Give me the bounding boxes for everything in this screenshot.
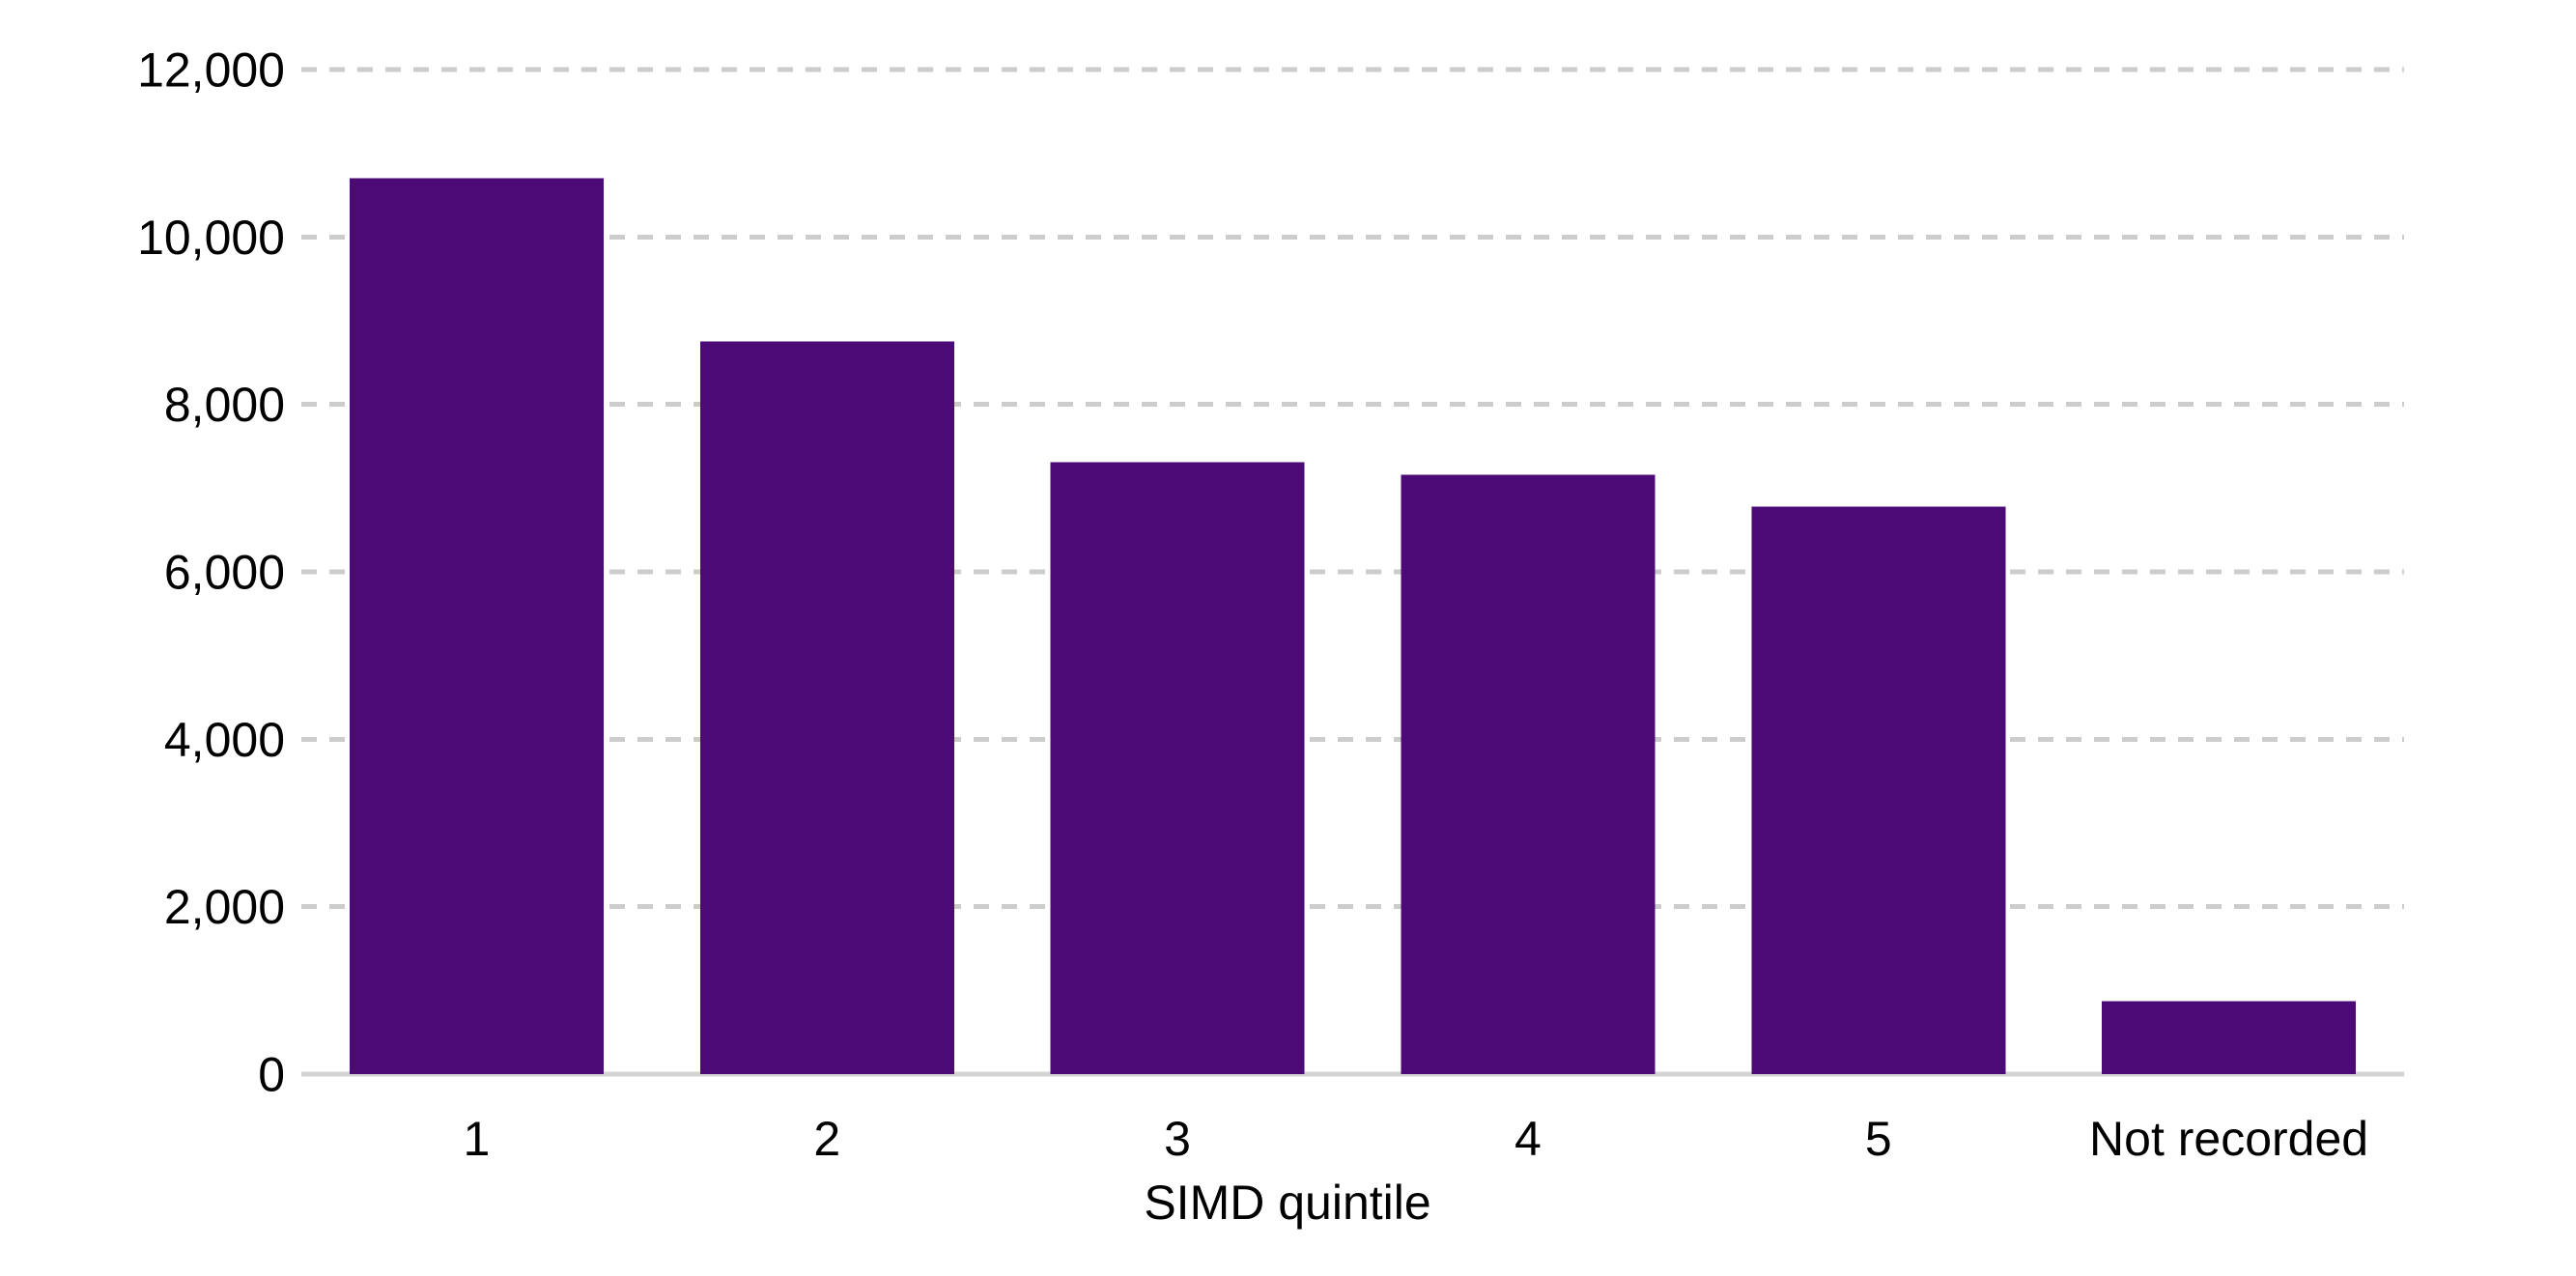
y-tick-label-6000: 6,000	[164, 546, 285, 600]
bar-Not recorded	[2102, 1001, 2357, 1074]
x-axis-tick-labels: 1 2 3 4 5 Not recorded	[464, 1112, 2369, 1166]
bar-1	[349, 178, 604, 1074]
y-tick-label-12000: 12,000	[137, 43, 285, 98]
bar-3	[1050, 462, 1305, 1074]
bar-2	[699, 341, 954, 1075]
y-axis-tick-labels: 0 2,000 4,000 6,000 8,000 10,000 12,000	[137, 43, 285, 1102]
x-tick-label-4: 4	[1514, 1112, 1542, 1166]
y-tick-label-4000: 4,000	[164, 713, 285, 767]
x-tick-label-5: 5	[1865, 1112, 1892, 1166]
y-tick-label-2000: 2,000	[164, 880, 285, 934]
x-tick-label-2: 2	[813, 1112, 840, 1166]
y-tick-label-8000: 8,000	[164, 378, 285, 432]
x-tick-label-not-recorded: Not recorded	[2089, 1112, 2368, 1166]
x-tick-label-1: 1	[464, 1112, 491, 1166]
bars-group	[349, 178, 2357, 1075]
y-tick-label-0: 0	[258, 1048, 285, 1102]
x-tick-label-3: 3	[1164, 1112, 1191, 1166]
gridlines-group	[301, 67, 2404, 1077]
x-axis-title: SIMD quintile	[1144, 1176, 1430, 1230]
y-tick-label-10000: 10,000	[137, 211, 285, 265]
bar-4	[1401, 474, 1656, 1074]
bar-5	[1751, 506, 2006, 1074]
